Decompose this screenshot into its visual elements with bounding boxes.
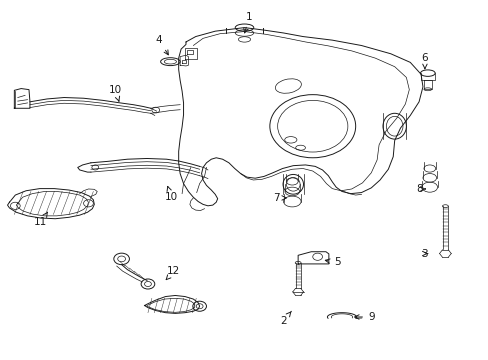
Text: 4: 4	[156, 35, 168, 55]
Text: 11: 11	[34, 212, 47, 227]
Text: 5: 5	[325, 257, 340, 267]
Text: 10: 10	[108, 85, 122, 101]
Text: 6: 6	[421, 53, 427, 69]
Text: 10: 10	[164, 186, 178, 202]
Text: 3: 3	[421, 248, 427, 258]
Text: 1: 1	[243, 12, 252, 33]
Text: 12: 12	[166, 266, 180, 280]
Text: 7: 7	[272, 193, 286, 203]
Text: 9: 9	[354, 312, 374, 322]
Text: 2: 2	[280, 311, 291, 325]
Text: 8: 8	[415, 184, 425, 194]
